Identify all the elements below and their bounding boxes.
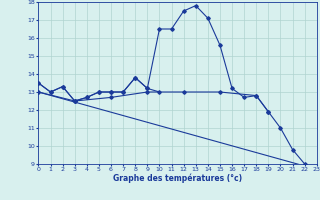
X-axis label: Graphe des températures (°c): Graphe des températures (°c) [113,174,242,183]
